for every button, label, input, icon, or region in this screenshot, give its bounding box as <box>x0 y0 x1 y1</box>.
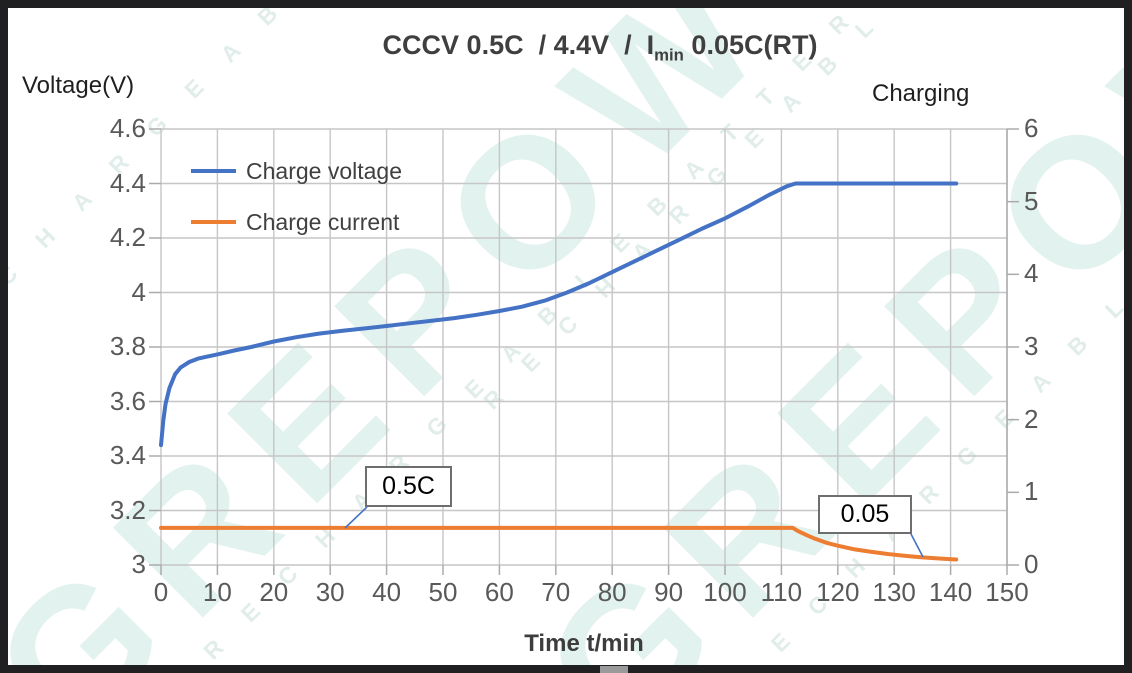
annotation-callout-005: 0.05 <box>818 495 912 534</box>
legend-label: Charge voltage <box>246 157 402 184</box>
series-charge-voltage <box>159 181 959 448</box>
annotation-callout-05c: 0.5C <box>365 466 452 507</box>
legend-label: Charge current <box>246 208 400 235</box>
title-subscript: min <box>654 45 684 65</box>
chart-title: CCCV 0.5C / 4.4V / Imin 0.05C(RT) <box>382 30 818 65</box>
legend-line-swatch <box>191 220 236 224</box>
legend-item-charge-voltage: Charge voltage <box>191 156 402 186</box>
callout-leader-line <box>344 506 368 529</box>
y-right-axis-title: Charging <box>872 80 970 107</box>
legend-line-swatch <box>191 169 236 173</box>
cropped-caption-fragment <box>600 666 628 673</box>
callout-leader-line <box>910 533 924 558</box>
y-left-axis-title: Voltage(V) <box>22 72 135 99</box>
x-axis-title: Time t/min <box>524 630 644 657</box>
series-charge-current <box>159 525 959 562</box>
legend-item-charge-current: Charge current <box>191 207 399 237</box>
